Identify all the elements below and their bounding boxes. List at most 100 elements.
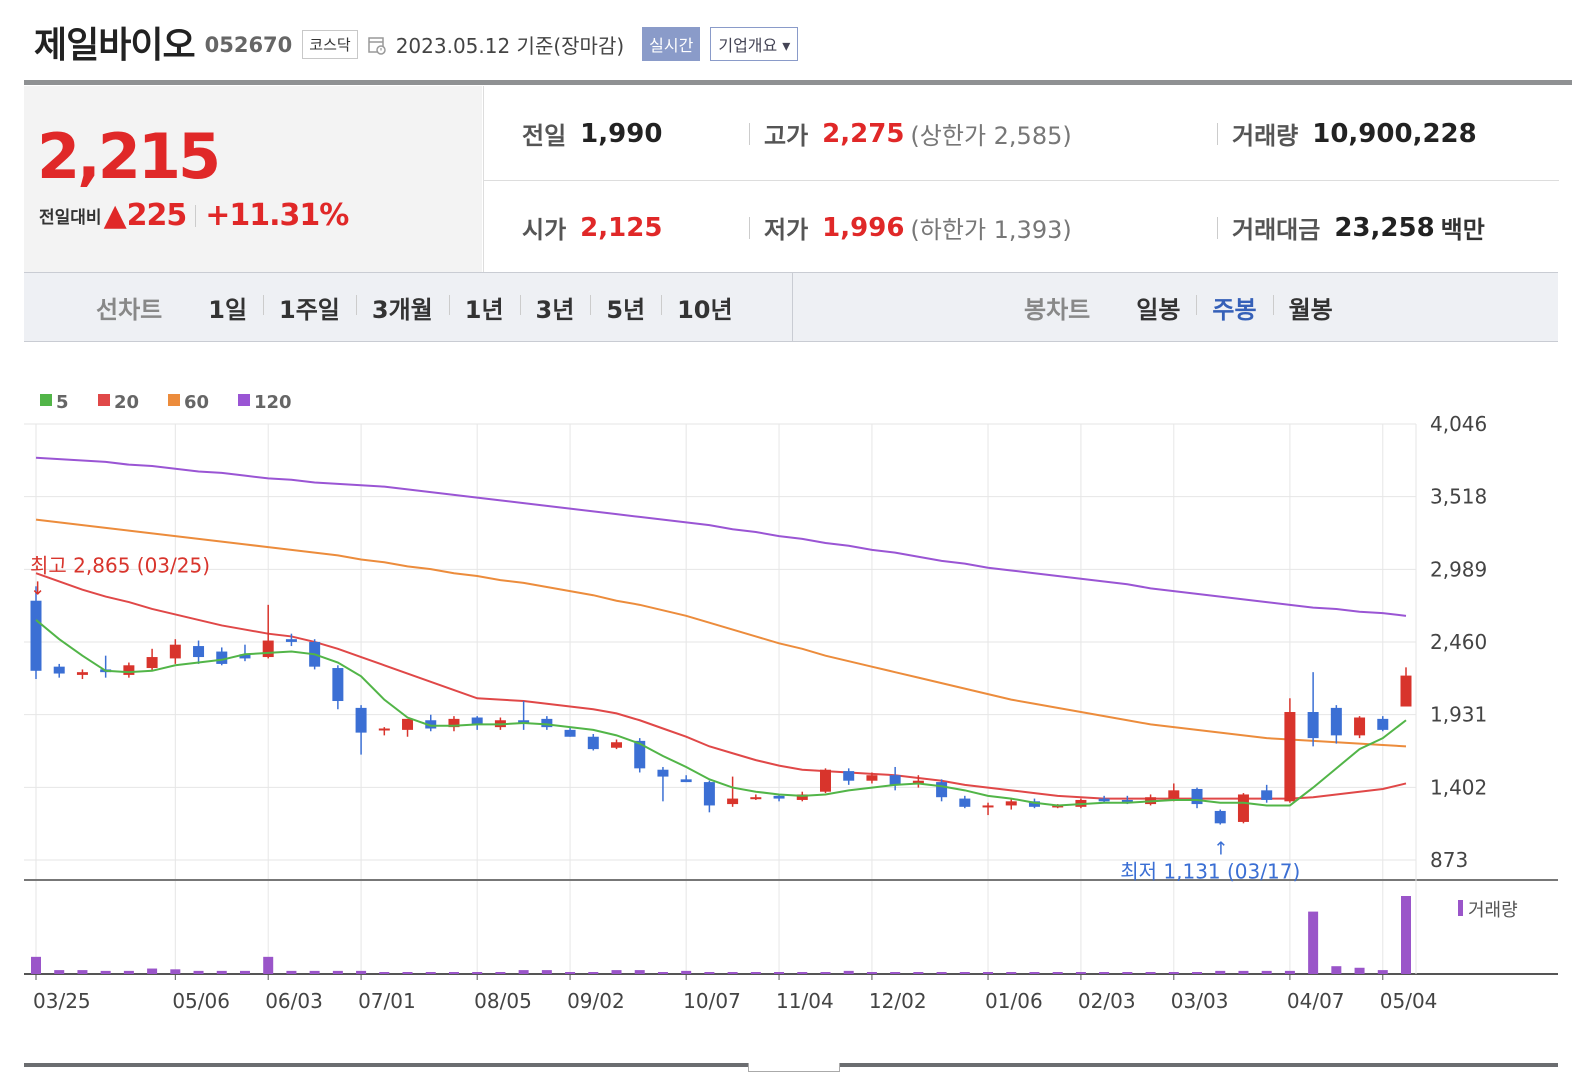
candle [76,669,88,680]
candle [425,714,437,732]
candle [680,775,692,783]
candle [1354,716,1366,739]
volume-bar [425,972,436,974]
upper-limit: (상한가 2,585) [910,122,1072,150]
volume-bar [1145,972,1156,974]
period-1d[interactable]: 1일 [208,295,248,324]
line-chart-label: 선차트 [96,295,163,324]
candle [1307,672,1319,747]
candle-body [1354,717,1366,736]
candle [1191,787,1203,809]
volume-bar [147,968,158,974]
candle [1168,783,1180,802]
header: 제일바이오 052670 코스닥 2023.05.12 기준(장마감) 실시간 … [34,14,799,70]
x-tick-label: 05/06 [172,989,230,1013]
low-annotation: 최저 1,131 (03/17) [1120,860,1300,884]
stat-value: 23,258 [1334,212,1435,243]
candle [53,663,65,678]
x-tick-label: 03/03 [1171,989,1229,1013]
candle-body [1400,675,1412,707]
candle-body [402,718,414,730]
candle-body [587,736,599,750]
candle-body [216,651,228,664]
y-tick-label: 2,460 [1430,630,1487,654]
volume-bar [983,972,994,974]
volume-bar [309,970,320,974]
y-tick-label: 3,518 [1430,485,1487,509]
candle-monthly[interactable]: 월봉 [1272,290,1349,325]
volume-bar [1331,966,1342,974]
volume-bar [750,972,761,974]
candle [936,779,948,802]
volume-bar [797,972,808,974]
candle-body [1330,707,1342,736]
volume-bar [1284,970,1295,974]
candle-body [1168,790,1180,799]
change-label: 전일대비 [39,208,102,228]
candle-body [1191,788,1203,805]
legend-item-60: 60 [168,392,209,413]
realtime-button[interactable]: 실시간 [642,27,701,61]
volume-bar [1354,967,1365,974]
stat-value: 2,275 [822,118,905,149]
candle [1214,809,1226,825]
period-3y[interactable]: 3년 [519,290,591,325]
volume-bar [1192,972,1203,974]
candle [471,716,483,730]
candle-body [355,707,367,733]
x-tick-label: 02/03 [1078,989,1136,1013]
candle-body [193,646,205,658]
candle-body [843,771,855,781]
price-stats: 전일 1,990 고가 2,275 (상한가 2,585) 거래량 10,900… [483,86,1559,272]
volume-bar [913,972,924,974]
stat-value: 1,996 [822,212,905,243]
candle-body [1377,718,1389,730]
volume-bar [843,970,854,974]
scroll-handle[interactable] [748,1063,840,1072]
stat-open: 시가 2,125 [522,210,662,245]
volume-bar [1261,970,1272,974]
volume-bar [263,956,274,974]
candle-body [936,782,948,798]
price-change: 전일대비 ▲ 225 +11.31% [39,198,349,233]
volume-bar [1168,972,1179,974]
volume-bar [1308,911,1319,974]
stock-chart[interactable]: 4,046 3,518 2,989 2,460 1,931 1,402 873 03/25 05… [0,350,1572,1058]
candle-body [1098,798,1110,802]
stat-value: 10,900,228 [1312,118,1477,149]
candle [819,768,831,794]
stat-label: 거래량 [1232,122,1299,150]
period-1w[interactable]: 1주일 [263,290,356,325]
company-overview-button[interactable]: 기업개요 ▾ [710,27,799,61]
volume-bar [518,970,529,974]
volume-bar [356,970,367,974]
period-10y[interactable]: 10년 [661,290,748,325]
plot-area [24,424,1416,974]
candle-body [448,718,460,728]
stat-label: 고가 [764,122,809,150]
candle-body [425,720,437,729]
candle [750,794,762,800]
candle [239,644,251,662]
period-5y[interactable]: 5년 [590,290,661,325]
candle-body [680,779,692,783]
period-1y[interactable]: 1년 [448,290,520,325]
candle-daily[interactable]: 일봉 [1136,295,1181,324]
candle [564,727,576,737]
candle-body [123,665,135,675]
candle-body [76,672,88,675]
x-tick-label: 08/05 [474,989,532,1013]
candle-body [564,729,576,737]
candle [611,739,623,750]
candle [587,733,599,751]
period-3m[interactable]: 3개월 [355,290,449,325]
candle-weekly[interactable]: 주봉 [1196,290,1272,325]
stat-high: 고가 2,275 (상한가 2,585) [749,116,1072,151]
x-tick-label: 10/07 [683,989,741,1013]
x-tick-label: 03/25 [33,989,91,1013]
ma-line-60 [35,518,1407,748]
volume-bar [495,972,506,974]
legend-label: 5 [56,392,69,413]
candle [518,701,530,730]
candle-body [889,775,901,785]
